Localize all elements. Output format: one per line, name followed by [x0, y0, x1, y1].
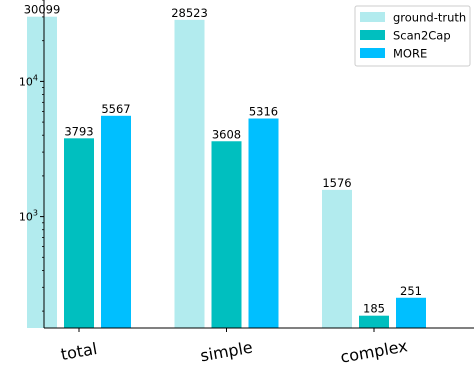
data-labels-group: 30099 3793 5567 28523 3608 5316 1576 185 251 — [24, 3, 422, 316]
y-tick-label-1000: 103 — [19, 209, 38, 224]
bar-ground-truth-total — [27, 16, 57, 328]
legend-swatch-ground-truth — [360, 12, 385, 22]
legend-swatch-scan2cap — [360, 30, 385, 40]
bar-scan2cap-complex — [359, 315, 389, 328]
y-ticks-group: 103 104 — [19, 0, 44, 312]
bar-scan2cap-total — [64, 138, 94, 328]
legend-label-scan2cap: Scan2Cap — [393, 29, 451, 43]
data-label-scan2cap-simple: 3608 — [212, 127, 241, 141]
data-label-ground-truth-complex: 1576 — [322, 176, 351, 190]
legend-label-more: MORE — [393, 47, 427, 61]
x-ticks-group: total simple complex — [59, 328, 409, 367]
bar-more-total — [101, 115, 131, 328]
data-label-ground-truth-simple: 28523 — [171, 6, 208, 20]
legend: ground-truth Scan2Cap MORE — [354, 5, 471, 67]
data-label-more-total: 5567 — [101, 102, 130, 116]
x-tick-label-simple: simple — [199, 338, 254, 366]
bar-more-complex — [396, 297, 426, 328]
legend-label-ground-truth: ground-truth — [393, 11, 466, 25]
data-label-ground-truth-total: 30099 — [24, 3, 61, 17]
x-tick-label-complex: complex — [339, 336, 409, 366]
bars-group — [27, 16, 426, 329]
bar-ground-truth-complex — [322, 189, 352, 328]
data-label-scan2cap-complex: 185 — [363, 302, 385, 316]
bar-ground-truth-simple — [174, 19, 205, 329]
data-label-more-simple: 5316 — [249, 105, 278, 119]
y-tick-label-10000: 104 — [19, 73, 38, 88]
bar-more-simple — [248, 118, 279, 328]
axes-group — [43, 0, 474, 329]
data-label-more-complex: 251 — [400, 284, 422, 298]
legend-swatch-more — [360, 48, 385, 58]
data-label-scan2cap-total: 3793 — [64, 124, 93, 138]
x-tick-label-total: total — [59, 339, 98, 364]
bar-scan2cap-simple — [211, 141, 242, 328]
